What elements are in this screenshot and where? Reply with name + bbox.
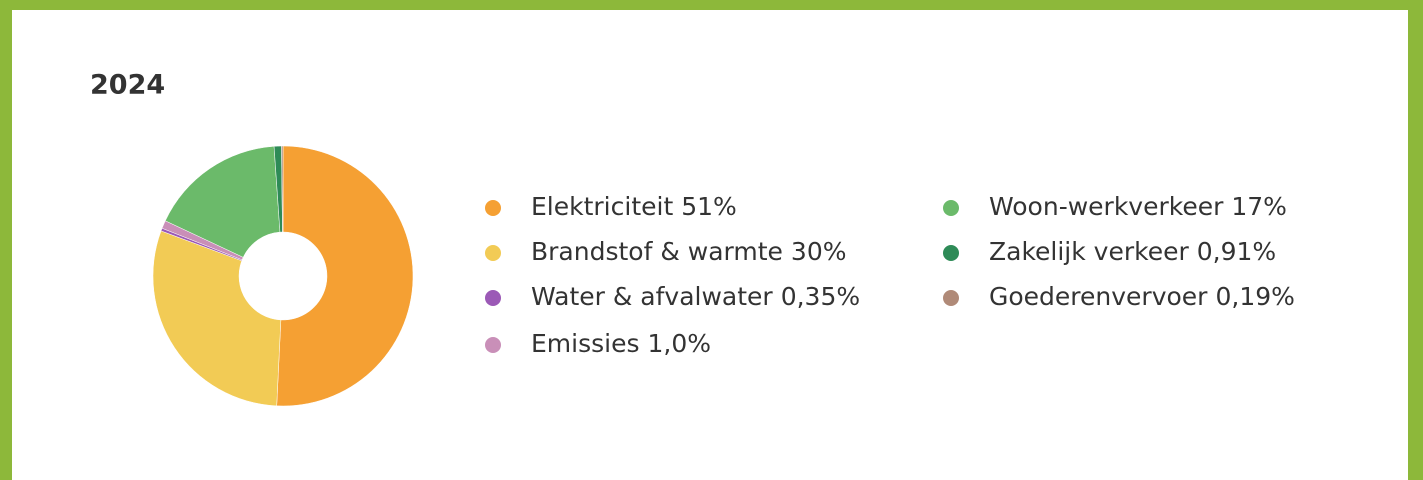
donut-slice xyxy=(152,230,282,407)
legend-name: Emissies xyxy=(531,329,640,358)
legend-label: Emissies 1,0% xyxy=(531,329,711,358)
legend-name: Goederenvervoer xyxy=(989,282,1208,311)
legend-swatch xyxy=(485,245,501,261)
legend-name: Elektriciteit xyxy=(531,192,673,221)
donut-slice xyxy=(164,146,281,258)
legend-label: Woon-werkverkeer 17% xyxy=(989,192,1287,221)
legend-value: 0,91% xyxy=(1197,237,1276,266)
legend-label: Elektriciteit 51% xyxy=(531,192,737,221)
legend-label: Zakelijk verkeer 0,91% xyxy=(989,237,1276,266)
legend-swatch xyxy=(943,245,959,261)
legend-name: Brandstof & warmte xyxy=(531,237,783,266)
legend-name: Water & afvalwater xyxy=(531,282,773,311)
donut-slice xyxy=(281,145,284,233)
legend-value: 17% xyxy=(1231,192,1287,221)
legend-swatch xyxy=(485,290,501,306)
legend-value: 51% xyxy=(681,192,737,221)
legend-label: Water & afvalwater 0,35% xyxy=(531,282,860,311)
legend-swatch xyxy=(485,200,501,216)
legend-label: Brandstof & warmte 30% xyxy=(531,237,847,266)
legend-value: 0,35% xyxy=(781,282,860,311)
legend-swatch xyxy=(943,290,959,306)
legend-name: Woon-werkverkeer xyxy=(989,192,1224,221)
legend-label: Goederenvervoer 0,19% xyxy=(989,282,1295,311)
legend-value: 0,19% xyxy=(1215,282,1294,311)
legend-value: 1,0% xyxy=(648,329,712,358)
legend-swatch xyxy=(485,337,501,353)
legend-swatch xyxy=(943,200,959,216)
legend-value: 30% xyxy=(791,237,847,266)
donut-slice xyxy=(276,145,414,407)
chart-title: 2024 xyxy=(90,70,165,101)
legend-name: Zakelijk verkeer xyxy=(989,237,1189,266)
